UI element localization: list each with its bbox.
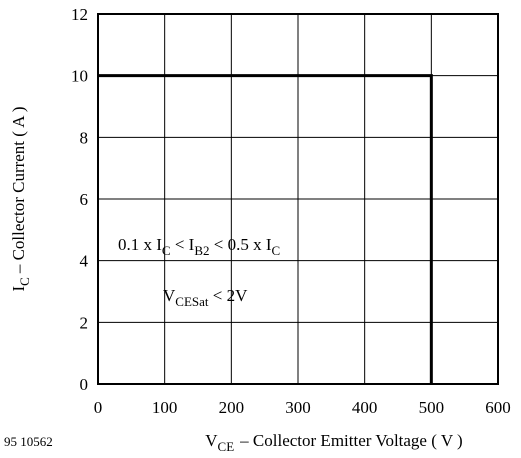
x-axis-label-main: V <box>205 431 218 450</box>
x-tick-label: 100 <box>152 398 178 417</box>
x-tick-label: 300 <box>285 398 311 417</box>
x-tick-label: 200 <box>219 398 245 417</box>
annotation-part: < 0.5 x I <box>210 235 272 254</box>
series-layer <box>98 74 433 384</box>
annotation-part: V <box>163 286 176 305</box>
y-tick-label: 4 <box>80 252 89 271</box>
y-axis-label-rest: – Collector Current ( A ) <box>9 106 28 274</box>
y-axis-label: IC – Collector Current ( A ) <box>9 106 32 291</box>
x-axis-label-rest: – Collector Emitter Voltage ( V ) <box>239 431 463 450</box>
x-tick-label: 0 <box>94 398 103 417</box>
annotation-part: < I <box>171 235 195 254</box>
figure-code: 95 10562 <box>4 434 53 449</box>
x-tick-label: 600 <box>485 398 511 417</box>
y-tick-label: 6 <box>80 190 89 209</box>
x-tick-labels: 0 100 200 300 400 500 600 <box>94 398 511 417</box>
grid-lines <box>98 14 498 384</box>
y-tick-label: 2 <box>80 313 89 332</box>
y-tick-label: 10 <box>71 67 88 86</box>
annotation-1: 0.1 x IC < IB2 < 0.5 x IC <box>118 235 280 258</box>
y-axis-label-main: I <box>9 286 28 292</box>
series-line-1 <box>98 74 433 384</box>
x-axis-label-sub: CE <box>218 439 235 454</box>
annotation-part: C <box>272 243 281 258</box>
y-tick-label: 0 <box>80 375 89 394</box>
y-tick-labels: 0 2 4 6 8 10 12 <box>71 5 89 394</box>
annotation-part: 0.1 x I <box>118 235 162 254</box>
annotation-part: B2 <box>194 243 209 258</box>
annotation-2: VCESat < 2V <box>163 286 248 309</box>
x-tick-label: 400 <box>352 398 378 417</box>
annotation-part: < 2V <box>209 286 249 305</box>
annotation-part: C <box>162 243 171 258</box>
plot-frame <box>97 13 499 385</box>
x-tick-label: 500 <box>419 398 445 417</box>
x-axis-label: VCE – Collector Emitter Voltage ( V ) <box>205 431 462 454</box>
y-axis-label-sub: C <box>17 277 32 286</box>
y-tick-label: 12 <box>71 5 88 24</box>
annotation-part: CESat <box>175 294 209 309</box>
y-tick-label: 8 <box>80 128 89 147</box>
